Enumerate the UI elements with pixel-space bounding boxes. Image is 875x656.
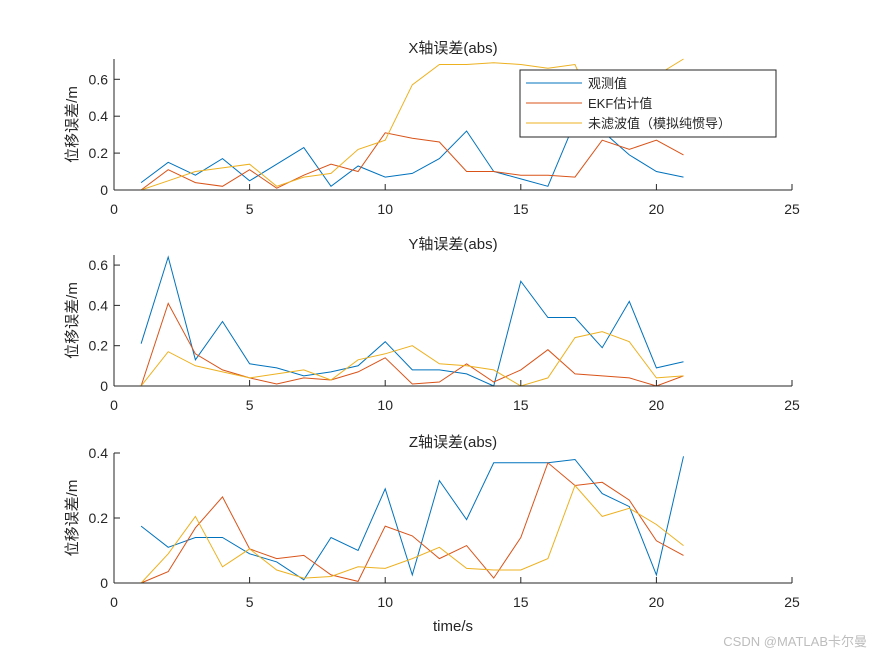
x-tick-label: 15: [513, 397, 529, 413]
y-tick-label: 0.6: [89, 71, 109, 87]
x-tick-label: 0: [110, 397, 118, 413]
series-line-3: [140, 331, 684, 387]
x-tick-label: 10: [377, 594, 393, 610]
subplot-title: Y轴误差(abs): [408, 236, 497, 253]
x-tick-label: 15: [513, 201, 529, 217]
y-tick-label: 0.2: [89, 145, 109, 161]
x-tick-label: 25: [784, 594, 800, 610]
y-tick-label: 0.4: [89, 445, 109, 461]
x-tick-label: 15: [513, 594, 529, 610]
subplot-3: 0 5 10 15 20 25 0 0.2 0.4 Z轴误差(abs) 位移误差/m time/s: [64, 434, 800, 635]
series-line-1: [140, 456, 684, 581]
x-tick-label: 25: [784, 397, 800, 413]
subplot-1: 0 5 10 15 20 25 0 0.2 0.4 0.6 X轴误差(abs) 位移误差/m: [64, 40, 800, 217]
x-tick-label: 0: [110, 201, 118, 217]
series-line-2: [140, 461, 684, 584]
watermark: CSDN @MATLAB卡尔曼: [723, 634, 867, 649]
y-tick-label: 0: [100, 378, 108, 394]
y-tick-label: 0.4: [89, 108, 109, 124]
y-tick-label: 0.4: [89, 297, 109, 313]
x-tick-label: 20: [649, 201, 665, 217]
subplot-title: X轴误差(abs): [408, 40, 497, 57]
subplot-2: 0 5 10 15 20 25 0 0.2 0.4 0.6 Y轴误差(abs) 位移误差/m: [64, 236, 800, 413]
x-tick-label: 10: [377, 201, 393, 217]
series-line-2: [140, 132, 684, 191]
legend-entry: 未滤波值（模拟纯惯导）: [588, 116, 731, 131]
y-tick-label: 0.2: [89, 510, 109, 526]
y-tick-label: 0: [100, 182, 108, 198]
y-tick-label: 0.6: [89, 257, 109, 273]
y-axis-label: 位移误差/m: [64, 282, 81, 359]
series-line-3: [140, 484, 684, 584]
x-tick-label: 25: [784, 201, 800, 217]
x-tick-label: 0: [110, 594, 118, 610]
x-tick-label: 20: [649, 594, 665, 610]
series-line-1: [140, 255, 684, 387]
y-tick-label: 0: [100, 575, 108, 591]
x-tick-label: 5: [246, 594, 254, 610]
series-line-2: [140, 302, 684, 387]
x-tick-label: 5: [246, 397, 254, 413]
x-axis-label: time/s: [433, 618, 473, 635]
x-tick-label: 5: [246, 201, 254, 217]
x-tick-label: 20: [649, 397, 665, 413]
subplot-title: Z轴误差(abs): [409, 434, 497, 451]
y-axis-label: 位移误差/m: [64, 86, 81, 163]
legend-entry: EKF估计值: [588, 96, 652, 111]
legend-entry: 观测值: [588, 76, 627, 91]
x-tick-label: 10: [377, 397, 393, 413]
y-tick-label: 0.2: [89, 338, 109, 354]
y-axis-label: 位移误差/m: [64, 480, 81, 557]
